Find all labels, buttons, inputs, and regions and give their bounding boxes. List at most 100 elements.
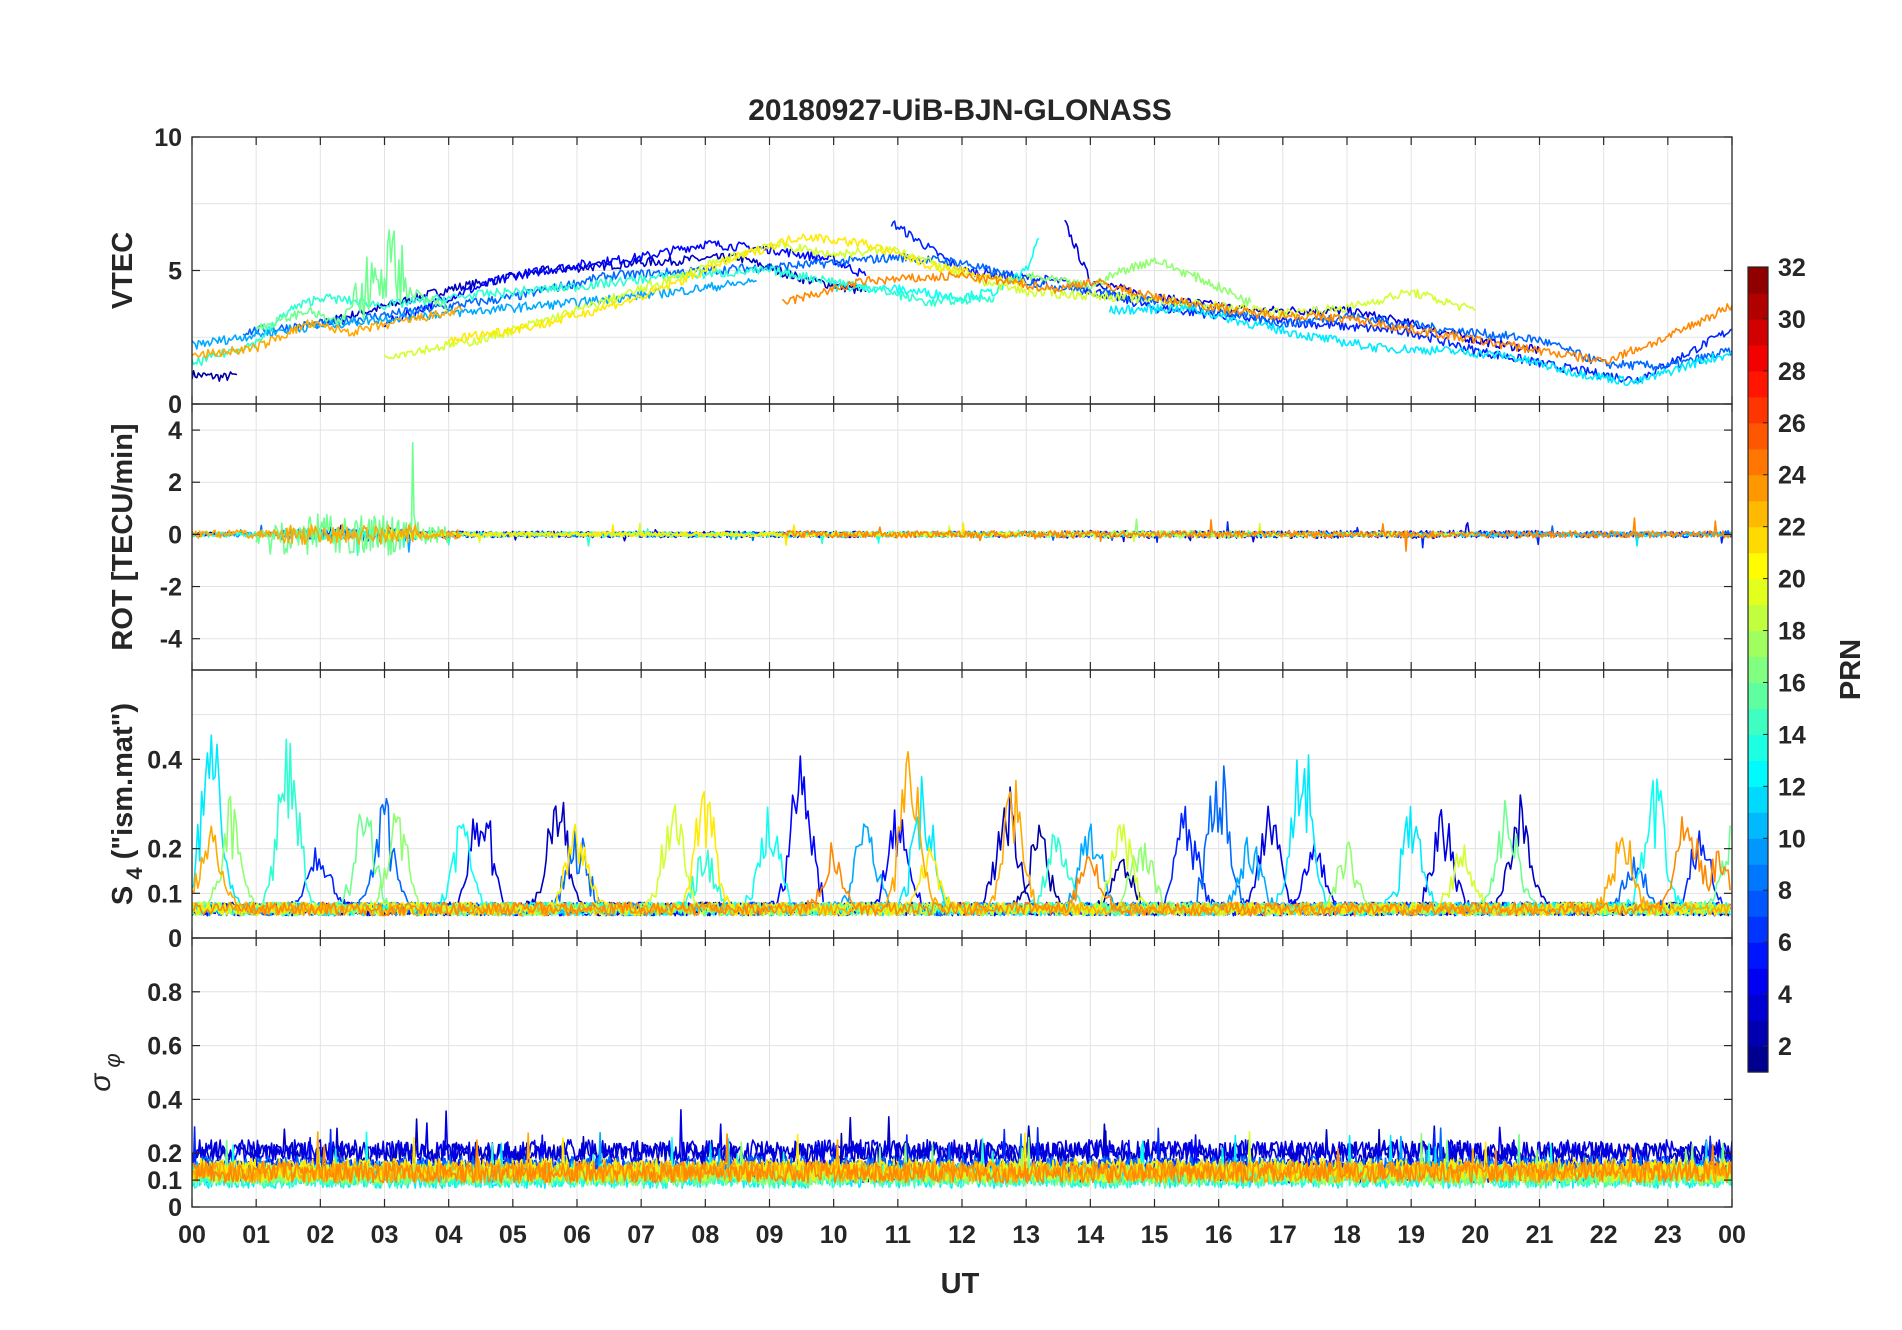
x-tick-label: 03 (371, 1221, 399, 1249)
series-prn-23 (192, 305, 463, 359)
x-tick-label: 09 (756, 1221, 784, 1249)
y-tick-label: 0 (168, 521, 182, 549)
colorbar-segment (1748, 838, 1768, 865)
y-tick-label: 0 (168, 925, 182, 953)
colorbar-segment (1748, 890, 1768, 917)
colorbar-tick-label: 20 (1778, 566, 1806, 594)
colorbar-segment (1748, 500, 1768, 528)
panel-vtec-ticks: 0 5 10 (154, 124, 1733, 419)
colorbar-segment (1748, 318, 1768, 346)
colorbar-tick-label: 22 (1778, 514, 1806, 542)
colorbar-segment (1748, 994, 1768, 1021)
x-axis-tick-labels: 00 01 02 03 04 05 06 07 08 09 10 11 12 13 14 15 16 17 18 19… (178, 1221, 1746, 1249)
colorbar-segment (1748, 812, 1768, 839)
panel-rot-series (192, 441, 1732, 556)
x-tick-label: 17 (1269, 1221, 1297, 1249)
panel-rot-grid (191, 404, 1733, 670)
series-prn-14 (192, 266, 995, 367)
x-tick-label: 06 (563, 1221, 591, 1249)
panel-rot-ylabel: ROT [TECU/min] (107, 423, 139, 650)
series-prn-14 (192, 738, 1731, 917)
series-prn-4 (192, 805, 1731, 917)
y-tick-label: 0.4 (147, 746, 182, 774)
series-prn-24 (192, 1133, 1732, 1184)
panel-vtec-ylabel: VTEC (107, 232, 139, 309)
series-prn-23 (192, 523, 463, 545)
panel-s4: 0 0.1 0.2 0.4S 4 ("ism.mat") (107, 669, 1733, 953)
series-prn-6 (192, 805, 1731, 917)
colorbar-segment (1748, 292, 1768, 320)
panel-vtec: 0 5 10 VTEC (107, 124, 1733, 419)
series-prn-2 (192, 370, 238, 382)
x-tick-label: 14 (1076, 1221, 1104, 1249)
colorbar-segment (1748, 474, 1768, 502)
colorbar-segment (1748, 1020, 1768, 1047)
colorbar-segment (1748, 267, 1768, 294)
colorbar-segment (1748, 786, 1768, 813)
y-tick-label: 10 (154, 124, 182, 152)
panel-sigma_phi: 00.10.2 0.4 0.6 0.8 σ φ (84, 937, 1733, 1222)
series-prn-24 (781, 517, 1732, 552)
y-tick-label: 0.2 (147, 1140, 182, 1168)
x-tick-label: 19 (1397, 1221, 1425, 1249)
colorbar-segment (1748, 1046, 1768, 1073)
colorbar-tick-label: 10 (1778, 825, 1806, 853)
series-prn-17 (1025, 257, 1252, 306)
x-tick-label: 20 (1461, 1221, 1489, 1249)
x-axis-label: UT (941, 1268, 980, 1300)
colorbar-frame (1747, 266, 1769, 1073)
colorbar-label: PRN (1835, 639, 1867, 700)
colorbar-segment (1748, 552, 1768, 580)
ylabel-rest: ("ism.mat") (107, 703, 139, 867)
y-tick-label: 0.6 (147, 1033, 182, 1061)
colorbar-segment (1748, 578, 1768, 606)
y-tick-label: 0 (168, 1194, 182, 1222)
panel-sigma_phi-ylabel: σ φ (84, 1053, 125, 1092)
panel-s4-ylabel: S 4 ("ism.mat") (107, 703, 147, 905)
colorbar-tick-label: 6 (1778, 929, 1792, 957)
x-tick-label: 18 (1333, 1221, 1361, 1249)
x-tick-label: 22 (1590, 1221, 1618, 1249)
colorbar-segment (1748, 864, 1768, 891)
colorbar-tick-label: 32 (1778, 254, 1806, 282)
series-prn-16 (255, 229, 449, 331)
series-prn-5 (383, 240, 867, 328)
colorbar-tick-label: 26 (1778, 410, 1806, 438)
panel-s4-grid (191, 670, 1733, 938)
series-prn-12 (1108, 302, 1732, 386)
series-prn-16 (192, 799, 1731, 917)
y-tick-label: 5 (168, 258, 182, 286)
ylabel-main: σ (84, 1072, 117, 1092)
colorbar-segment (1748, 760, 1768, 787)
colorbar-segment (1748, 708, 1768, 736)
colorbar-segment (1748, 604, 1768, 632)
colorbar-tick-label: 30 (1778, 306, 1806, 334)
colorbar-tick-label: 2 (1778, 1033, 1792, 1061)
colorbar-segment (1748, 734, 1768, 761)
colorbar-tick-label: 16 (1778, 669, 1806, 697)
x-tick-label: 08 (691, 1221, 719, 1249)
series-prn-21 (448, 522, 1027, 546)
x-tick-label: 02 (306, 1221, 334, 1249)
x-tick-label: 12 (948, 1221, 976, 1249)
y-tick-label: 0 (168, 391, 182, 419)
series-prn-21 (192, 791, 1731, 917)
colorbar-tick-label: 24 (1778, 462, 1806, 490)
colorbar-tick-label: 14 (1778, 721, 1806, 749)
colorbar-segment (1748, 916, 1768, 943)
x-tick-label: 01 (242, 1221, 270, 1249)
panel-sigma_phi-ticks: 00.10.2 0.4 0.6 0.8 (147, 938, 1733, 1222)
colorbar-tick-label: 12 (1778, 773, 1806, 801)
x-tick-label: 04 (435, 1221, 463, 1249)
colorbar-segment (1748, 630, 1768, 658)
x-tick-label: 13 (1012, 1221, 1040, 1249)
ylabel-sub: φ (100, 1053, 125, 1073)
y-tick-label: 0.1 (147, 1167, 182, 1195)
y-tick-label: 0.1 (147, 880, 182, 908)
series-prn-12 (192, 734, 1731, 917)
y-tick-label: 0.8 (147, 979, 182, 1007)
y-tick-label: 0.2 (147, 836, 182, 864)
series-prn-21 (448, 233, 1027, 344)
